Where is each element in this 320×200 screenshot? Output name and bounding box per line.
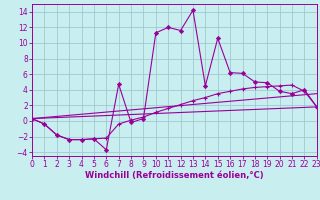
X-axis label: Windchill (Refroidissement éolien,°C): Windchill (Refroidissement éolien,°C) [85,171,264,180]
